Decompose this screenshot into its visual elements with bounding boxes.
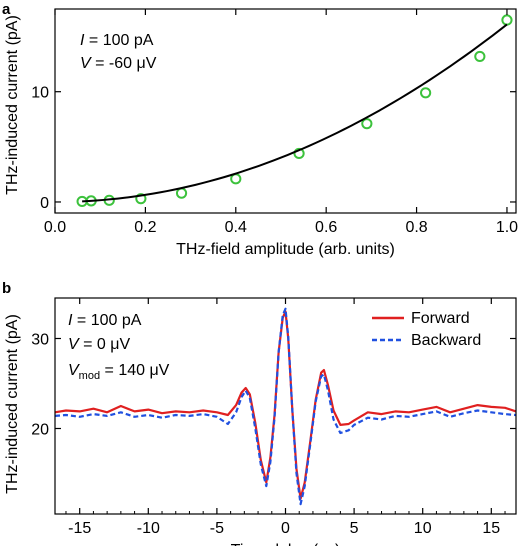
panel-b-y-axis-label: THz-induced current (pA) — [4, 314, 21, 494]
panel-a-x-tick-label: 1.0 — [496, 219, 518, 236]
panel-a-data-point — [175, 187, 188, 199]
panel-a-x-tick-label: 0.0 — [44, 219, 66, 236]
panel-a-data-point — [293, 147, 305, 160]
panel-a-data-point — [474, 50, 486, 63]
panel-a-y-tick-label: 0 — [40, 195, 49, 212]
panel-a-annotation-current: I = 100 pA — [80, 32, 154, 49]
panel-b-x-tick-label: -5 — [210, 520, 224, 537]
panel-b-annotation-voltage: V = 0 μV — [68, 336, 130, 353]
panel-a-letter: a — [2, 1, 11, 18]
panel-a-data-point — [501, 14, 513, 26]
panel-a-y-tick-label: 10 — [31, 85, 49, 102]
panel-b-y-tick-label: 30 — [31, 332, 49, 349]
panel-a-y-axis-label: THz-induced current (pA) — [4, 15, 21, 195]
panel-b-x-tick-label: 0 — [281, 520, 290, 537]
panel-b-y-tick-label: 20 — [31, 422, 49, 439]
panel-b-series-backward — [54, 307, 517, 506]
panel-b-plot-area — [54, 307, 517, 506]
panel-a-axes-frame — [54, 8, 517, 214]
panel-b-axes-frame — [54, 297, 517, 515]
panel-a-data-point — [135, 193, 147, 205]
panel-b-annotation-modulation: Vmod = 140 μV — [68, 362, 170, 382]
panel-a-x-tick-label: 0.6 — [315, 219, 337, 236]
panel-b-x-tick-label: -10 — [137, 520, 160, 537]
panel-b-x-tick-label: 5 — [350, 520, 359, 537]
panel-b-x-tick-label: 15 — [482, 520, 500, 537]
panel-b-legend-label-backward: Backward — [411, 332, 481, 349]
panel-b-x-tick-label: 10 — [414, 520, 432, 537]
panel-b-annotation-current: I = 100 pA — [68, 312, 142, 329]
panel-a-plot-area — [76, 14, 513, 208]
panel-a-x-tick-label: 0.4 — [225, 219, 247, 236]
panel-b-x-tick-label: -15 — [68, 520, 91, 537]
panel-b-letter: b — [2, 280, 11, 297]
panel-a-x-tick-label: 0.2 — [134, 219, 156, 236]
panel-b-x-axis-label: Time delay (ps) — [231, 542, 341, 546]
panel-a-data-point — [420, 87, 432, 99]
panel-a-fit-line — [82, 23, 508, 203]
panel-a-x-axis-label: THz-field amplitude (arb. units) — [176, 241, 395, 258]
panel-b-legend-label-forward: Forward — [411, 310, 470, 327]
panel-a-annotation-voltage: V = -60 μV — [80, 55, 157, 72]
panel-a-x-tick-label: 0.8 — [405, 219, 427, 236]
panel-a-data-point — [361, 118, 373, 130]
